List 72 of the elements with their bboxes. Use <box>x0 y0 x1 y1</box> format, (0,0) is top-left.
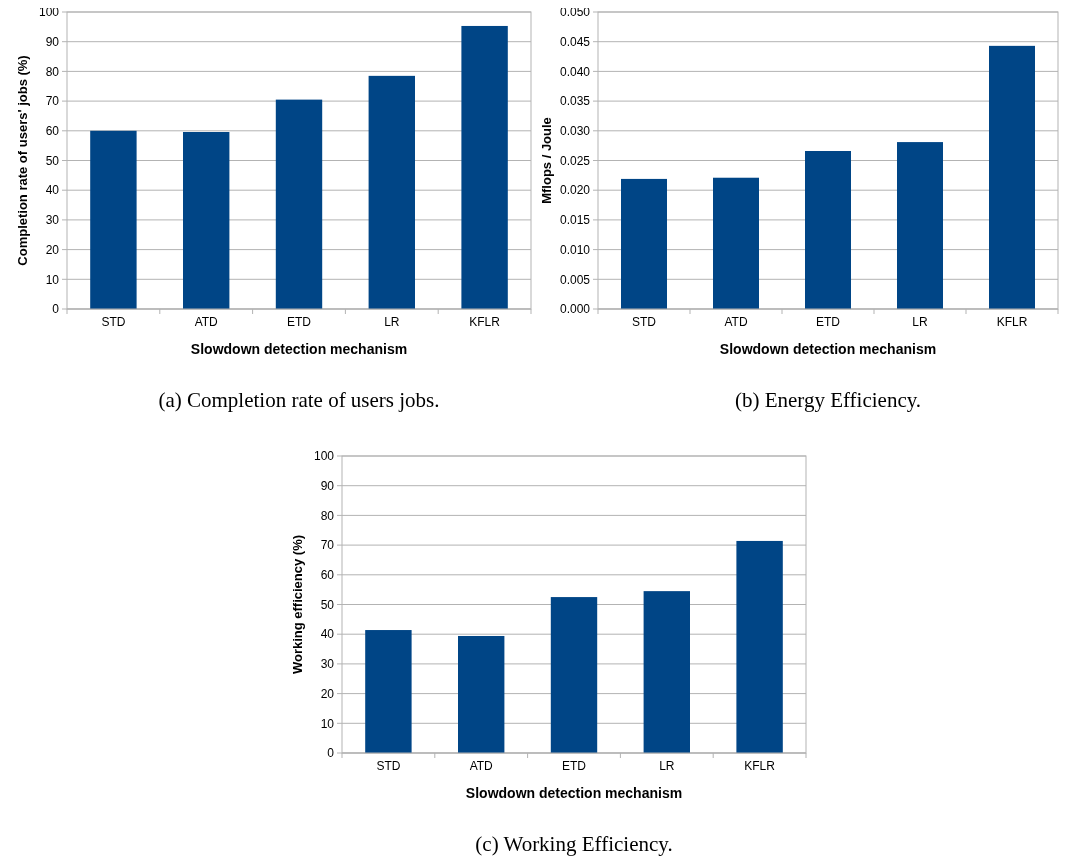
y-axis-title: Mflops / Joule <box>539 117 554 204</box>
y-tick-label: 50 <box>320 597 335 612</box>
y-axis-title: Working efficiency (%) <box>290 534 305 675</box>
bar <box>643 591 690 753</box>
x-tick-label: LR <box>912 315 928 329</box>
bar <box>989 45 1035 309</box>
y-tick-label: 30 <box>45 213 60 228</box>
x-axis-title: Slowdown detection mechanism <box>465 785 683 801</box>
y-tick-label: 100 <box>313 449 335 464</box>
x-tick-label: STD <box>101 315 126 329</box>
y-tick-label: 0.000 <box>559 302 591 317</box>
y-tick-label: 100 <box>38 5 60 20</box>
y-tick-label: 0.015 <box>559 213 591 228</box>
y-tick-label: 20 <box>320 686 335 701</box>
x-tick-label: ETD <box>287 315 312 329</box>
y-tick-label: 80 <box>320 508 335 523</box>
x-tick-label: ATD <box>194 315 219 329</box>
y-tick-label: 0 <box>327 746 335 761</box>
x-tick-label: LR <box>384 315 400 329</box>
y-tick-label: 90 <box>45 34 60 49</box>
y-tick-label: 20 <box>45 242 60 257</box>
y-tick-label: 10 <box>320 716 335 731</box>
y-tick-label: 60 <box>45 124 60 138</box>
x-tick-label: ATD <box>724 315 748 329</box>
text: (a) Completion rate of users jobs. <box>158 388 440 412</box>
y-tick-label: 0.020 <box>559 183 591 198</box>
bar <box>805 151 851 309</box>
y-tick-label: 0.035 <box>559 94 591 109</box>
x-tick-label: KFLR <box>744 759 776 773</box>
y-tick-label: 10 <box>45 272 60 287</box>
x-tick-label: KFLR <box>996 315 1028 329</box>
bar <box>458 635 505 753</box>
y-tick-label: 60 <box>320 568 335 582</box>
x-tick-label: STD <box>376 759 401 773</box>
x-tick-label: ATD <box>469 759 494 773</box>
y-tick-label: 70 <box>320 538 335 553</box>
y-axis-title: Completion rate of users' jobs (%) <box>15 55 30 266</box>
bar <box>897 142 943 309</box>
y-tick-label: 80 <box>45 64 60 79</box>
y-tick-label: 70 <box>45 94 60 109</box>
y-tick-label: 0.010 <box>559 242 591 257</box>
x-tick-label: STD <box>632 315 657 329</box>
x-tick-label: KFLR <box>469 315 501 329</box>
y-tick-label: 0.050 <box>559 5 591 20</box>
x-axis-title: Slowdown detection mechanism <box>719 341 937 357</box>
bar <box>461 25 508 309</box>
bar <box>183 131 230 309</box>
bar <box>736 540 783 753</box>
bar <box>621 178 667 309</box>
y-tick-label: 0.025 <box>559 153 591 168</box>
x-axis-title: Slowdown detection mechanism <box>190 341 408 357</box>
bar <box>368 75 415 309</box>
x-tick-label: ETD <box>562 759 587 773</box>
bar <box>713 177 759 309</box>
y-tick-label: 0.030 <box>559 124 591 138</box>
text: (c) Working Efficiency. <box>475 832 673 856</box>
y-tick-label: 0 <box>52 302 60 317</box>
text: (b) Energy Efficiency. <box>734 388 922 412</box>
y-tick-label: 90 <box>320 478 335 493</box>
bar <box>90 130 137 309</box>
x-tick-label: ETD <box>816 315 841 329</box>
y-tick-label: 0.005 <box>559 272 591 287</box>
y-tick-label: 40 <box>45 183 60 198</box>
x-tick-label: LR <box>659 759 675 773</box>
y-tick-label: 0.040 <box>559 64 591 79</box>
bar <box>550 597 598 753</box>
y-tick-label: 0.045 <box>559 34 591 49</box>
y-tick-label: 40 <box>320 627 335 642</box>
bar <box>365 630 412 753</box>
y-tick-label: 30 <box>320 657 335 672</box>
bar <box>275 99 323 309</box>
y-tick-label: 50 <box>45 153 60 168</box>
